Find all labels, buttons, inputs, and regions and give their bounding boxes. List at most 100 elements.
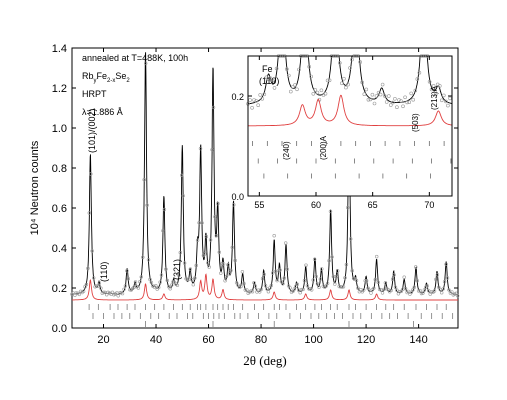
inset-observed-point [350, 57, 354, 62]
inset-observed-point [293, 83, 297, 87]
observed-point [162, 207, 167, 212]
inset-observed-point [370, 92, 375, 97]
inset-observed-point [260, 97, 265, 101]
observed-point [292, 287, 297, 291]
calculated-curve [72, 52, 459, 295]
observed-point [175, 283, 180, 287]
inset-observed-point [390, 100, 395, 105]
observed-point [158, 280, 162, 284]
observed-point [392, 273, 396, 277]
inset-observed-point [274, 66, 279, 71]
observed-point [230, 245, 235, 250]
observed-point [232, 203, 236, 207]
observed-point [262, 272, 266, 277]
observed-point [344, 262, 349, 267]
inset-fe-label: Fe [262, 64, 273, 74]
observed-point [414, 265, 418, 269]
observed-point [154, 284, 158, 288]
observed-point [91, 276, 96, 280]
observed-point [362, 288, 366, 292]
x-tick-label: 140 [409, 334, 427, 346]
inset-observed-point [376, 90, 381, 95]
x-tick-label: 40 [150, 334, 162, 346]
y-tick-label: 1.2 [52, 83, 67, 95]
observed-point [364, 279, 369, 283]
inset-difference-curve [248, 94, 452, 127]
main-chart-marks [70, 52, 460, 327]
main-axis-ticks: 20 40 60 80 100 120 140 0.0 0.2 0.4 0.6 0.8 1.0 1.2 1.… [52, 43, 458, 346]
observed-point [245, 288, 249, 292]
observed-point [139, 275, 144, 279]
observed-point [288, 286, 292, 290]
inset-observed-point [266, 77, 271, 81]
observed-point [120, 291, 125, 296]
observed-point [180, 173, 184, 178]
inset-observed-point [256, 103, 261, 107]
instrument-annotation: HRPT [82, 89, 107, 99]
observed-point [383, 281, 388, 285]
inset-observed-point [268, 76, 273, 80]
difference-curve [72, 273, 458, 301]
observed-point [421, 291, 425, 295]
condition-annotation: annealed at T=488K, 100h [82, 53, 188, 63]
inset-x-tick-label: 70 [424, 200, 434, 210]
observed-point [447, 288, 451, 292]
inset-observed-point [388, 103, 393, 107]
observed-point [330, 255, 334, 259]
observed-point [406, 289, 411, 294]
observed-point [304, 263, 308, 267]
inset-observed-point [264, 75, 269, 80]
observed-point [198, 146, 203, 151]
observed-point [104, 293, 109, 297]
inset-observed-point [272, 86, 277, 90]
observed-point [442, 280, 447, 284]
inset-observed-point [325, 78, 330, 83]
observed-point [312, 257, 317, 261]
inset-observed-point [407, 100, 412, 104]
observed-point [263, 283, 268, 288]
inset-observed-point [411, 97, 416, 102]
observed-point [440, 291, 444, 295]
observed-point [275, 278, 279, 283]
observed-point [334, 274, 338, 279]
observed-point [223, 279, 227, 283]
observed-point [87, 211, 92, 215]
observed-point [419, 291, 424, 296]
observed-point [96, 284, 100, 288]
observed-point [271, 271, 275, 275]
inset-chart-marks [246, 54, 452, 179]
observed-point [148, 277, 152, 282]
observed-point [418, 288, 422, 293]
observed-point [307, 287, 311, 291]
inset-observed-point [319, 88, 324, 93]
inset-x-tick-label: 60 [311, 200, 321, 210]
y-tick-label: 0.8 [52, 163, 67, 175]
inset-x-tick-label: 65 [368, 200, 378, 210]
y-tick-label: 1.0 [52, 123, 67, 135]
observed-point [455, 294, 460, 298]
observed-point [133, 280, 138, 284]
inset-observed-point [409, 91, 414, 96]
inset-axis-ticks: 55 60 65 70 0.0 0.2 [231, 56, 452, 210]
observed-point [193, 276, 197, 280]
observed-point [269, 283, 273, 288]
inset-observed-point [372, 101, 377, 106]
inset-x-tick-label: 55 [254, 200, 264, 210]
inset-observed-point [262, 92, 267, 97]
observed-point [260, 276, 265, 281]
observed-point [411, 288, 415, 292]
observed-point [422, 288, 427, 292]
inset-fe-110-label: (110) [259, 76, 279, 86]
inset-observed-point [405, 100, 409, 105]
observed-point [454, 291, 458, 295]
observed-point [318, 277, 323, 281]
observed-point [102, 290, 106, 294]
y-tick-label: 0.4 [52, 243, 67, 255]
inset-observed-point [311, 92, 316, 96]
observed-point [389, 288, 393, 293]
inset-observed-point [393, 97, 397, 101]
observed-point [206, 261, 210, 265]
inset-observed-point [339, 81, 344, 86]
observed-point [298, 291, 302, 295]
observed-point [376, 280, 380, 285]
